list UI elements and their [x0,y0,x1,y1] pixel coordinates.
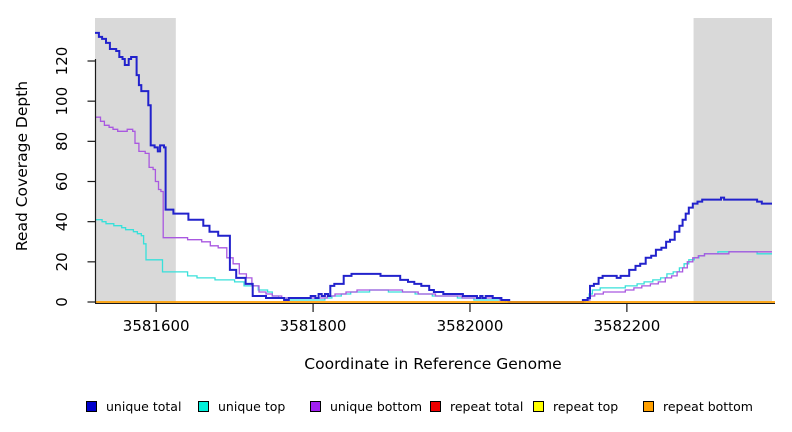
legend-label: repeat top [553,398,619,414]
series-lines [95,31,775,303]
y-tick-label: 100 [53,87,71,116]
y-tick-label: 40 [53,212,71,231]
x-tick-label: 3581800 [280,317,347,335]
y-tick-label: 120 [53,47,71,76]
y-tick-label: 80 [53,132,71,151]
legend-item-repeat-top: repeat top [533,398,618,414]
legend-swatch-repeat-total [430,400,441,412]
legend-item-unique-bottom: unique bottom [310,398,422,414]
legend-swatch-repeat-bottom [643,400,654,412]
legend-label: repeat total [450,398,524,414]
legend-swatch-repeat-top [533,400,544,412]
legend-label: unique bottom [330,398,423,414]
x-axis-title: Coordinate in Reference Genome [304,355,561,373]
plot-area: 0 20 40 60 80 100 120 3581600 3581800 3582000 3582… [13,18,775,373]
legend-item-unique-top: unique top [198,398,285,414]
y-axis-title: Read Coverage Depth [13,81,31,251]
axes: 0 20 40 60 80 100 120 3581600 3581800 3582000 3582… [53,47,775,335]
y-tick-label: 20 [53,252,71,271]
y-tick-label: 0 [53,297,71,307]
x-tick-label: 3582200 [593,317,660,335]
x-tick-label: 3582000 [437,317,504,335]
series-line-unique-top [95,219,772,303]
legend: unique total unique top unique bottom repea… [0,398,792,416]
legend-item-repeat-total: repeat total [430,398,523,414]
x-tick-label: 3581600 [123,317,190,335]
legend-label: unique top [218,398,286,414]
shaded-repeat-band [95,18,176,303]
legend-swatch-unique-bottom [310,400,321,412]
repeat-region-shading [95,18,772,303]
legend-item-unique-total: unique total [86,398,181,414]
legend-item-repeat-bottom: repeat bottom [643,398,753,414]
shaded-repeat-band [693,18,772,303]
y-tick-label: 60 [53,172,71,191]
legend-swatch-unique-total [86,400,97,412]
legend-label: unique total [106,398,182,414]
legend-label: repeat bottom [663,398,753,414]
legend-swatch-unique-top [198,400,209,412]
series-line-unique-total [95,31,772,303]
